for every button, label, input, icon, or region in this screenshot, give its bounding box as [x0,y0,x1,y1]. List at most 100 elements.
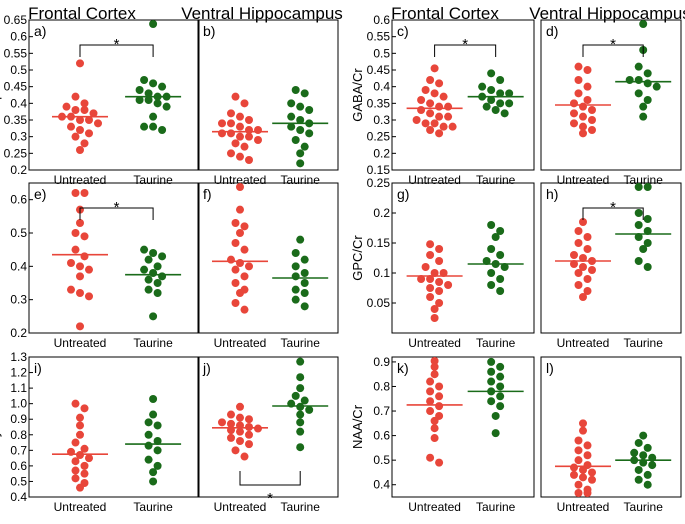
untreated-point [435,299,444,307]
taurine-point [487,357,496,366]
untreated-point [444,112,453,121]
untreated-point [71,474,80,483]
taurine-point [300,89,309,98]
taurine-point [144,430,153,439]
untreated-point [435,79,444,88]
untreated-point [579,129,587,138]
significance-bracket: * [79,36,154,57]
taurine-point [158,272,167,281]
untreated-point [80,139,89,148]
taurine-point [144,89,153,98]
column-title-frontal-cortex-2: Frontal Cortex [391,4,499,23]
taurine-point [296,149,305,158]
y-tick-label: 0.65 [4,13,28,27]
untreated-point [236,152,244,161]
untreated-point [583,96,592,104]
significance-bracket: * [239,471,301,507]
taurine-point [291,272,300,281]
y-tick-label: 0.4 [373,80,390,94]
panel-h: h) Untreated Taurine * [540,182,682,350]
taurine-point [487,221,496,229]
taurine-point [496,89,505,98]
untreated-point [245,132,253,141]
untreated-point [76,116,84,124]
untreated-point [85,292,93,301]
untreated-point [426,284,435,292]
taurine-point [496,99,505,108]
x-category-label: Taurine [624,336,664,350]
taurine-point [149,79,158,88]
taurine-point [487,69,496,78]
untreated-point [426,240,435,249]
untreated-point [435,382,444,391]
untreated-point [80,404,89,413]
significance-star: * [610,36,616,53]
y-axis-label: Myo/Cr [0,405,2,448]
taurine-point [643,227,652,235]
untreated-point [80,106,89,114]
taurine-point [639,20,648,28]
untreated-point [570,260,578,268]
panel-k: 0.4 0.5 0.6 0.7 0.8 0.9 NAA/Cr k) Untreated Tauri… [350,355,535,514]
untreated-point [430,89,439,98]
untreated-point [245,156,253,164]
untreated-point [76,322,84,331]
panel-label: k) [397,360,409,376]
untreated-point [426,453,435,462]
taurine-point [158,252,167,261]
bracket-line [79,44,154,57]
untreated-point [570,463,578,472]
taurine-point [634,221,643,229]
significance-bracket: * [79,199,154,220]
taurine-point [140,265,149,274]
taurine-point [496,392,505,401]
taurine-point [639,451,648,460]
x-category-label: Untreated [557,336,610,350]
taurine-point [487,281,496,289]
y-axis-label: GABA/Cr [350,68,365,122]
untreated-point [583,441,592,450]
taurine-point [149,477,158,486]
taurine-point [482,102,491,111]
untreated-point [426,126,435,134]
untreated-point [579,419,587,428]
y-axis-label: Gln/Cr [0,239,2,277]
untreated-point [579,112,587,121]
untreated-point [579,102,587,111]
taurine-point [300,396,309,405]
taurine-point [153,446,162,455]
untreated-point [80,99,89,108]
taurine-point [149,312,158,321]
untreated-point [71,132,80,141]
x-category-label: Taurine [476,336,516,350]
taurine-point [153,262,162,271]
untreated-point [417,106,426,114]
untreated-point [240,222,249,231]
panel-d: d) Untreated Taurine * [540,19,682,187]
untreated-point [236,229,244,237]
taurine-point [291,391,300,400]
untreated-point [421,263,430,271]
untreated-point [426,293,435,301]
x-category-label: Taurine [133,173,173,187]
untreated-point [588,116,596,124]
panel-label: l) [546,360,554,376]
column-title-frontal-cortex-1: Frontal Cortex [28,4,136,23]
panel-label: f) [203,186,212,202]
untreated-point [430,357,439,365]
taurine-point [634,438,643,447]
y-tick-label: 0.25 [367,130,391,144]
panel-e: 0.2 0.3 0.4 0.5 0.6 Gln/Cr e) Untreated Taurine * [0,182,200,350]
taurine-point [296,116,305,124]
untreated-point [67,285,75,294]
untreated-point [76,421,84,430]
taurine-point [300,142,309,151]
y-tick-label: 0.2 [373,206,390,220]
taurine-point [153,421,162,430]
untreated-point [240,272,249,281]
panel-i: 0.4 0.50.6 0.70.8 0.91.0 1.11.2 1.3 Myo/Cr i) Un… [0,350,200,514]
untreated-point [583,489,592,497]
x-category-label: Taurine [281,336,321,350]
untreated-point [430,314,439,322]
y-tick-label: 0.3 [10,293,27,307]
